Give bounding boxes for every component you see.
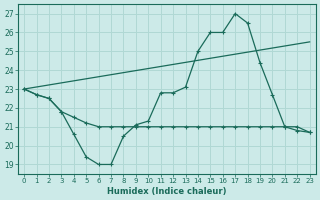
X-axis label: Humidex (Indice chaleur): Humidex (Indice chaleur): [107, 187, 227, 196]
